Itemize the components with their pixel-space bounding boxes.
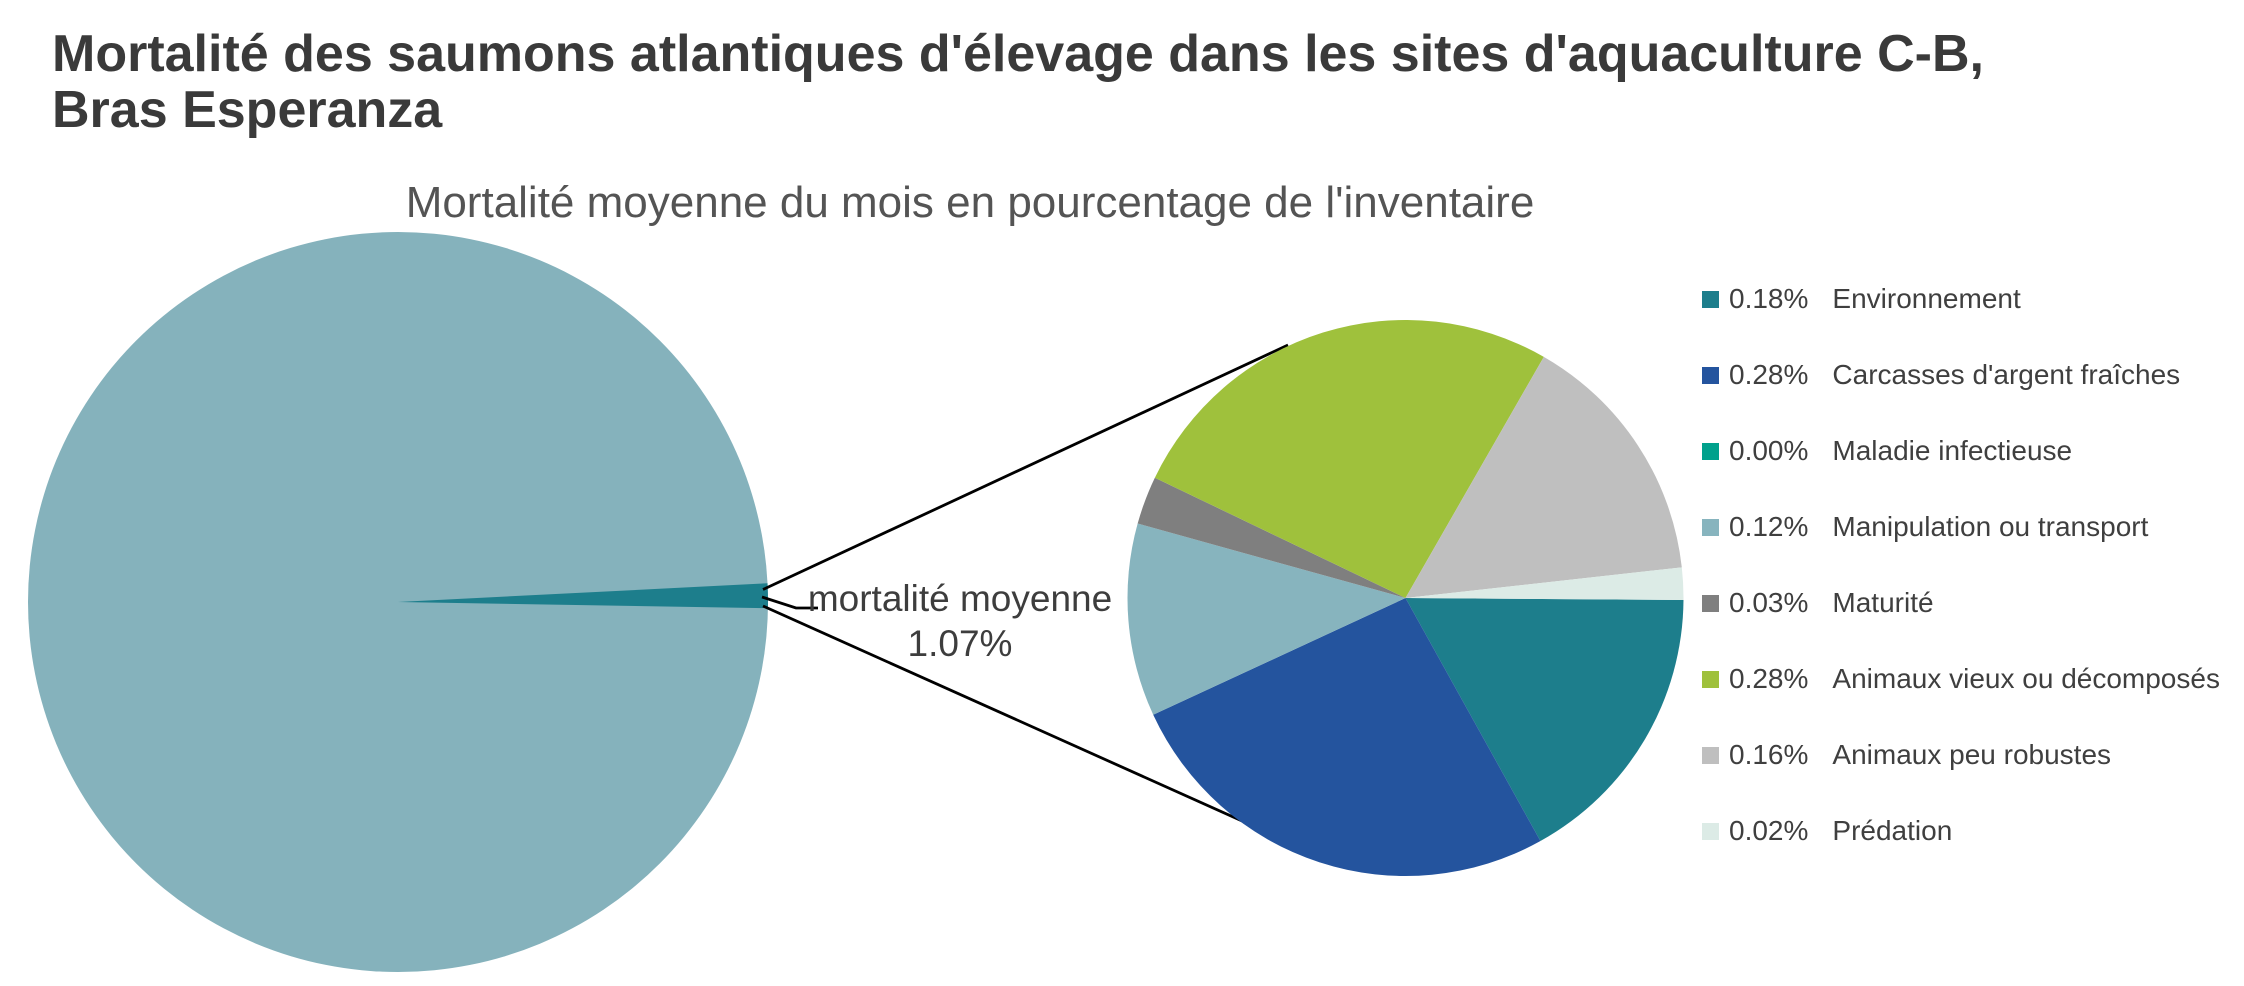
legend-label: Animaux vieux ou décomposés [1832,663,2220,694]
legend-item: 0.03% Maturité [1702,565,2220,641]
detail-pie-slice-0 [1405,598,1684,842]
detail-pie-slice-1 [1153,598,1541,876]
legend-swatch-icon [1702,594,1719,612]
detail-pie-slice-5 [1154,320,1544,598]
legend-label: Manipulation ou transport [1832,511,2149,542]
legend-label: Maladie infectieuse [1832,435,2073,466]
legend-value: 0.12% [1729,511,1809,542]
legend-swatch-icon [1702,746,1719,764]
chart-title-line2: Bras Esperanza [52,81,443,139]
legend-item: 0.00% Maladie infectieuse [1702,413,2220,489]
legend-item: 0.16% Animaux peu robustes [1702,717,2220,793]
legend-label: Prédation [1832,815,1953,846]
legend-swatch-icon [1702,290,1719,308]
legend-swatch-icon [1702,822,1719,840]
callout-leader-line [761,595,818,610]
legend-swatch-icon [1702,366,1719,384]
callout-value: 1.07% [907,623,1013,664]
legend-swatch-icon [1702,518,1719,536]
detail-pie-slice-3 [1127,523,1406,715]
chart-title-line1: Mortalité des saumons atlantiques d'élev… [52,25,1984,83]
chart-title: Mortalité des saumons atlantiques d'élev… [52,26,1984,138]
legend-value: 0.16% [1729,739,1809,770]
main-pie-detail-slice [398,583,769,609]
legend-label: Maturité [1832,587,1934,618]
legend-label: Carcasses d'argent fraîches [1832,359,2181,390]
callout-label: mortalité moyenne [807,578,1113,619]
legend-value: 0.03% [1729,587,1809,618]
legend-item: 0.18% Environnement [1702,261,2220,337]
connector-line-bottom [762,604,1290,844]
chart-subtitle: Mortalité moyenne du mois en pourcentage… [405,178,1535,227]
connector-line-top [762,343,1289,591]
detail-pie-slice-4 [1137,477,1406,598]
legend-value: 0.28% [1729,359,1809,390]
legend: 0.18% Environnement 0.28% Carcasses d'ar… [1702,261,2220,869]
legend-item: 0.28% Animaux vieux ou décomposés [1702,641,2220,717]
legend-label: Environnement [1832,283,2021,314]
legend-value: 0.18% [1729,283,1809,314]
legend-swatch-icon [1702,670,1719,688]
legend-value: 0.02% [1729,815,1809,846]
legend-item: 0.12% Manipulation ou transport [1702,489,2220,565]
legend-item: 0.28% Carcasses d'argent fraîches [1702,337,2220,413]
callout-text: mortalité moyenne 1.07% [760,576,1160,666]
legend-value: 0.28% [1729,663,1809,694]
detail-pie-slice-7 [1405,567,1684,600]
legend-label: Animaux peu robustes [1832,739,2112,770]
legend-value: 0.00% [1729,435,1809,466]
detail-pie-slice-6 [1405,356,1682,598]
legend-swatch-icon [1702,442,1719,460]
legend-item: 0.02% Prédation [1702,793,2220,869]
